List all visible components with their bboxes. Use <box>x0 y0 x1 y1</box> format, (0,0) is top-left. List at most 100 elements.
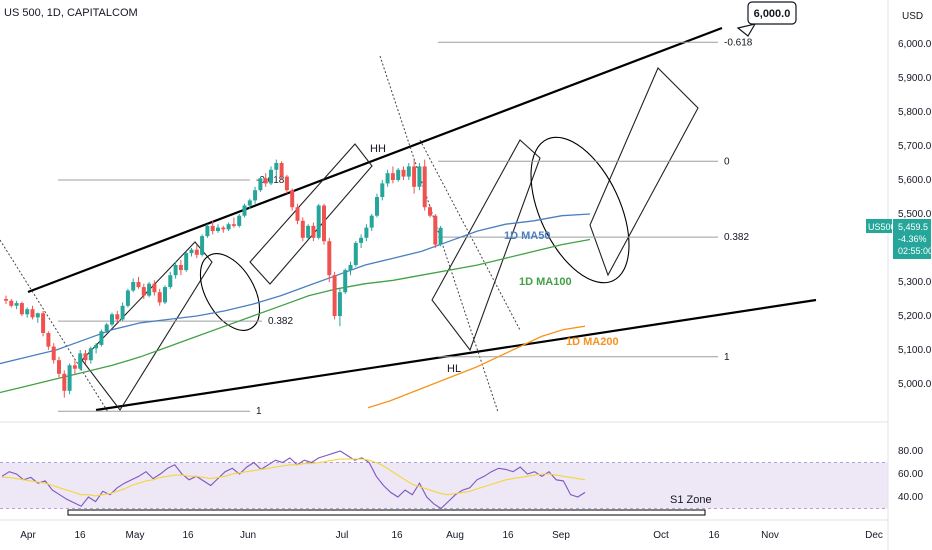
y-tick-label: 5,800.0 <box>898 107 932 118</box>
rsi-tick-label: 80.00 <box>898 446 923 457</box>
currency-label: USD <box>902 11 923 22</box>
y-tick-label: 5,900.0 <box>898 73 932 84</box>
ma-line <box>0 213 591 365</box>
candle-body <box>189 249 194 254</box>
candle <box>157 288 162 306</box>
candle-body <box>104 324 109 332</box>
x-tick-label: Dec <box>865 530 883 541</box>
x-tick-label: 16 <box>182 530 194 541</box>
candle <box>194 244 199 259</box>
candle <box>131 278 136 293</box>
candle <box>242 203 247 218</box>
candle-body <box>406 166 411 177</box>
candle <box>385 169 390 187</box>
candle-body <box>57 360 61 374</box>
dashed-trend-line <box>379 55 499 413</box>
candle-body <box>62 373 67 391</box>
candle <box>406 163 411 180</box>
callout-label: 6,000.0 <box>754 8 791 20</box>
candle-body <box>30 309 35 318</box>
candle-body <box>125 290 130 306</box>
candle-body <box>152 283 157 293</box>
candle <box>83 350 88 364</box>
candle <box>30 305 35 320</box>
candle-body <box>231 224 236 226</box>
candle-body <box>343 270 348 293</box>
y-tick-label: 5,200.0 <box>898 311 932 322</box>
candle-body <box>35 313 40 318</box>
price-tag-change: -4.36% <box>898 234 927 244</box>
candle <box>9 299 14 308</box>
candle-body <box>110 314 114 325</box>
candle-body <box>9 300 14 306</box>
candle <box>247 198 252 209</box>
candle <box>19 301 24 316</box>
candle <box>390 166 395 184</box>
candle <box>46 331 51 350</box>
fib-level-label: 0.382 <box>724 232 749 243</box>
ma100-label: 1D MA100 <box>519 276 572 288</box>
candle <box>152 280 157 296</box>
price-tag-price: 5,459.5 <box>898 222 928 232</box>
candle <box>72 360 77 374</box>
highlight-ellipse <box>530 136 630 284</box>
candle <box>99 329 104 347</box>
y-tick-label: 5,600.0 <box>898 175 932 186</box>
candle-body <box>210 225 215 231</box>
candle <box>279 161 284 180</box>
candle <box>364 224 369 242</box>
candle <box>41 310 46 337</box>
candle <box>35 312 40 323</box>
price-callout: 6,000.0 <box>736 1 797 37</box>
candle <box>210 220 215 235</box>
candle-body <box>115 314 120 320</box>
candle-body <box>237 215 242 226</box>
ma-line <box>367 325 586 409</box>
s1-zone-rect <box>67 509 706 516</box>
candle <box>110 312 114 327</box>
candle <box>104 322 109 333</box>
candle-body <box>136 282 141 288</box>
candle-body <box>269 169 273 184</box>
candle <box>231 217 236 228</box>
candle <box>141 283 146 299</box>
candle <box>62 370 67 398</box>
candle-body <box>184 253 189 271</box>
candle-body <box>380 183 385 197</box>
candle <box>337 288 342 327</box>
candle-body <box>200 236 205 255</box>
candle-body <box>72 365 77 369</box>
candle <box>401 166 406 180</box>
candle <box>78 350 83 371</box>
candle <box>375 193 379 218</box>
x-tick-label: Oct <box>653 530 669 541</box>
candle <box>311 222 316 242</box>
candle <box>396 168 401 182</box>
candle <box>274 159 279 177</box>
hl-label: HL <box>447 363 461 375</box>
candle <box>316 203 321 240</box>
candle <box>369 214 374 231</box>
x-tick-label: Nov <box>761 530 779 541</box>
candle <box>115 310 120 323</box>
rsi-pane <box>1 450 586 510</box>
candle-body <box>258 178 263 191</box>
candle-body <box>51 346 56 361</box>
candle-body <box>120 305 125 320</box>
candle <box>327 237 332 282</box>
rsi-line <box>2 458 586 497</box>
candle-body <box>19 303 24 315</box>
candle-body <box>157 292 162 303</box>
candle-body <box>316 205 321 238</box>
candle <box>300 217 305 242</box>
candle-body <box>295 207 300 221</box>
candle-body <box>253 190 258 201</box>
candle-body <box>422 166 427 208</box>
candle-body <box>173 265 178 276</box>
candle <box>258 176 263 192</box>
candle <box>189 248 194 257</box>
candle <box>88 346 93 364</box>
parallel-channel <box>249 143 373 285</box>
candle-body <box>337 292 342 316</box>
